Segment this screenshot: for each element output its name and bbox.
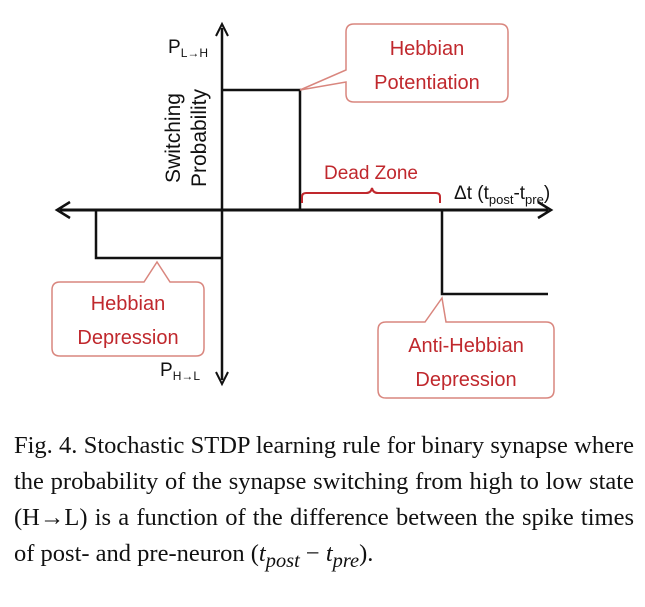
caption-math-t2: t — [325, 540, 333, 567]
callout-anti-line2: Depression — [415, 369, 516, 391]
x-axis-label: Δt (tpost-tpre) — [454, 183, 550, 207]
caption-suffix: ). — [359, 540, 374, 567]
potentiation-step — [222, 88, 302, 210]
y-axis-title-line2: Probability — [188, 88, 211, 187]
y-axis-top-arrow — [215, 21, 229, 37]
callout-depression-box — [51, 260, 205, 357]
hebbian-depression-step — [94, 210, 222, 260]
caption-text: Stochastic STDP learning rule for binary… — [14, 432, 635, 567]
callout-anti-box — [377, 296, 555, 399]
x-axis-left-arrow — [54, 200, 71, 220]
y-axis-bottom-arrow — [215, 371, 229, 387]
anti-hebbian-step — [440, 210, 548, 296]
callout-potentiation-line2: Potentiation — [374, 72, 480, 94]
y-axis-bottom-label: PH→L — [160, 360, 200, 383]
dead-zone-brace — [301, 187, 441, 203]
dead-zone-label: Dead Zone — [324, 163, 418, 184]
callout-potentiation-line1: Hebbian — [390, 38, 465, 60]
caption-math-sub2: pre — [332, 549, 360, 572]
y-axis-top-label: PL→H — [168, 37, 208, 60]
callout-depression-line1: Hebbian — [91, 293, 166, 315]
y-axis-title-line1: Switching — [162, 93, 185, 183]
caption-math-op: − — [299, 540, 326, 567]
x-axis-right-arrow — [537, 200, 554, 220]
callout-anti-line1: Anti-Hebbian — [408, 335, 524, 357]
callout-depression-line2: Depression — [77, 327, 178, 349]
caption-math-t1: t — [258, 540, 266, 567]
figure-caption: Fig. 4. Stochastic STDP learning rule fo… — [14, 428, 634, 579]
caption-math-sub1: post — [265, 549, 300, 572]
stdp-figure: Dead Zone Δt (tpost-tpre) PL→H PH→L Swit… — [51, 21, 555, 399]
callout-potentiation-box — [299, 23, 509, 103]
caption-prefix: Fig. 4. — [14, 432, 78, 459]
